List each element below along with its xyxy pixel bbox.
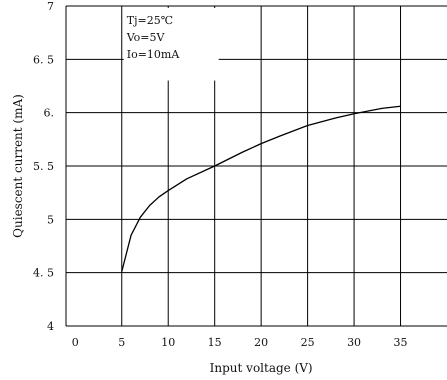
x-tick-label: 35 bbox=[394, 336, 408, 349]
x-tick-label: 30 bbox=[347, 336, 361, 349]
annotation-block: Tj=25℃ Vo=5V Io=10mA bbox=[126, 14, 181, 61]
x-tick-label: 25 bbox=[301, 336, 315, 349]
y-tick-label: 4 bbox=[47, 320, 54, 333]
y-axis-label: Quiescent current (mA) bbox=[11, 94, 25, 238]
annotation-line: Vo=5V bbox=[126, 31, 166, 44]
x-axis-label: Input voltage (V) bbox=[210, 361, 313, 375]
y-tick-label: 6. bbox=[44, 107, 55, 120]
y-tick-label: 7 bbox=[47, 0, 54, 13]
y-tick-label: 5. 5 bbox=[33, 160, 54, 173]
x-tick-label: 0 bbox=[72, 336, 79, 349]
x-axis-ticks: 0 5 10 15 20 25 30 35 bbox=[72, 336, 408, 349]
y-tick-label: 5 bbox=[47, 213, 54, 226]
series-line bbox=[121, 105, 401, 272]
annotation-background bbox=[123, 8, 219, 81]
annotation-line: Tj=25℃ bbox=[127, 14, 173, 27]
y-tick-label: 4. 5 bbox=[33, 267, 54, 280]
y-axis-ticks: 4 4. 5 5 5. 5 6. 6. 5 7 bbox=[33, 0, 54, 333]
series-layer bbox=[121, 105, 401, 272]
y-tick-label: 6. 5 bbox=[33, 53, 54, 66]
x-tick-label: 20 bbox=[254, 336, 268, 349]
x-tick-label: 10 bbox=[161, 336, 175, 349]
grid bbox=[66, 5, 447, 326]
annotation-line: Io=10mA bbox=[127, 48, 181, 61]
x-tick-label: 15 bbox=[208, 336, 222, 349]
x-tick-label: 5 bbox=[118, 336, 125, 349]
plot-frame bbox=[65, 6, 447, 327]
